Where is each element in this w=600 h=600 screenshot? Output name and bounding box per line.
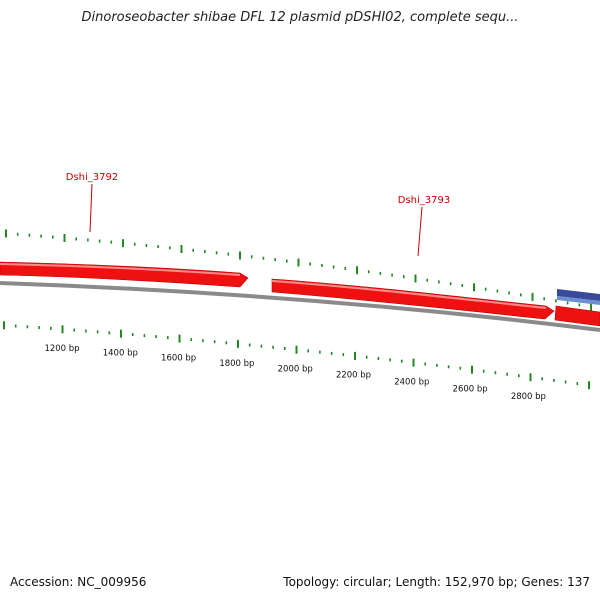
gene-labels: Dshi_3792 Dshi_3793 bbox=[66, 172, 450, 257]
scale-labels: 1200 bp 1400 bp 1600 bp 1800 bp 2000 bp 2200 … bbox=[44, 344, 546, 402]
gene-label-line bbox=[417, 206, 423, 257]
gene-arrow-prev[interactable] bbox=[0, 261, 249, 288]
accession-label: Accession: NC_009956 bbox=[10, 575, 147, 589]
gene-highlight bbox=[271, 280, 547, 309]
scale-label: 1400 bp bbox=[103, 349, 138, 359]
gene-highlight bbox=[0, 263, 241, 276]
scale-label: 1600 bp bbox=[161, 354, 196, 364]
scale-label: 2400 bp bbox=[394, 377, 429, 387]
gene-arrow-dshi-3792[interactable] bbox=[271, 278, 555, 320]
feature-dark[interactable] bbox=[557, 289, 600, 301]
scale-label: 1800 bp bbox=[219, 359, 254, 369]
gene-arrow-dshi-3793[interactable] bbox=[554, 305, 600, 327]
scale-label: 2200 bp bbox=[336, 371, 371, 381]
scale-label: 2800 bp bbox=[511, 392, 546, 402]
plasmid-backbone bbox=[0, 281, 600, 332]
topology-info: Topology: circular; Length: 152,970 bp; … bbox=[283, 575, 590, 589]
scale-label: 2000 bp bbox=[278, 365, 313, 375]
scale-label: 1200 bp bbox=[44, 344, 79, 354]
outer-tick-marks bbox=[5, 229, 592, 311]
gene-track bbox=[0, 261, 600, 327]
gene-label-dshi-3792[interactable]: Dshi_3792 bbox=[66, 172, 118, 183]
map-title: Dinoroseobacter shibae DFL 12 plasmid pD… bbox=[81, 10, 519, 25]
inner-tick-marks bbox=[3, 321, 590, 390]
gene-label-dshi-3793[interactable]: Dshi_3793 bbox=[398, 195, 450, 206]
gene-label-line bbox=[89, 183, 93, 233]
feature-light[interactable] bbox=[557, 296, 600, 305]
scale-label: 2600 bp bbox=[453, 385, 488, 395]
